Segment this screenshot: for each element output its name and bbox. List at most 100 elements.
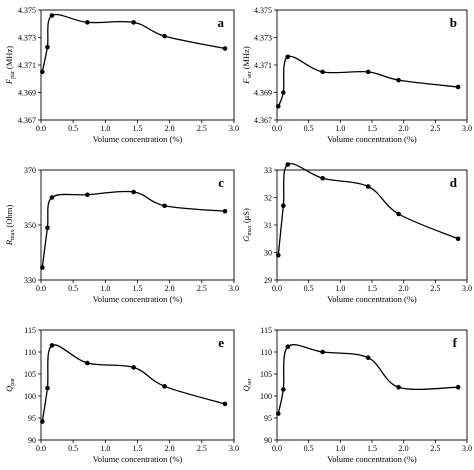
y-tick-label: 30: [264, 249, 272, 258]
y-axis-title: Qpar: [4, 378, 16, 392]
series-line: [41, 344, 226, 422]
data-point: [275, 252, 281, 258]
x-tick-label: 1.5: [367, 284, 377, 293]
data-point: [281, 90, 286, 95]
x-axis-title: Volume concentration (%): [327, 134, 417, 144]
y-axis-subscript: par: [10, 378, 16, 386]
x-tick-label: 2.0: [165, 444, 175, 453]
data-point: [281, 203, 286, 209]
x-tick-label: 2.5: [197, 444, 207, 453]
chart-panel-d: 0.0 0.5 1.0 1.5 2.0 2.5 3.0 29 30 31 32 33 Volume co…: [241, 162, 472, 304]
x-axis-title: Volume concentration (%): [93, 454, 183, 464]
x-tick-label: 1.5: [133, 444, 143, 453]
data-point: [320, 349, 325, 355]
y-axis-symbol: R: [4, 239, 14, 246]
x-tick-label: 1.5: [133, 124, 143, 133]
y-tick-label: 110: [260, 348, 272, 357]
y-tick-label: 4.371: [254, 61, 272, 70]
panel-label: e: [218, 335, 224, 350]
panel-label: b: [450, 15, 457, 30]
y-axis-symbol: Q: [241, 385, 251, 391]
x-tick-label: 0.0: [36, 124, 46, 133]
y-axis-title: Fpar (MHz): [4, 46, 16, 85]
y-axis-title: Gmax (μS): [241, 208, 253, 242]
y-axis-unit: (MHz): [4, 46, 14, 71]
data-point: [39, 265, 45, 270]
y-tick-label: 330: [24, 276, 36, 285]
x-tick-label: 1.5: [367, 444, 377, 453]
x-tick-label: 0.0: [36, 284, 46, 293]
x-tick-label: 0.5: [304, 284, 314, 293]
y-tick-label: 110: [24, 348, 36, 357]
y-tick-label: 115: [260, 326, 272, 335]
x-tick-label: 3.0: [462, 444, 472, 453]
x-tick-label: 3.0: [229, 284, 239, 293]
x-tick-label: 0.5: [68, 444, 78, 453]
x-tick-label: 2.0: [165, 284, 175, 293]
data-point: [275, 411, 281, 416]
series-line: [277, 162, 459, 256]
data-point: [131, 365, 136, 370]
panel-label: d: [450, 175, 458, 190]
data-point: [49, 13, 55, 18]
x-tick-label: 3.0: [229, 444, 239, 453]
y-tick-label: 4.375: [254, 6, 272, 15]
data-point: [396, 384, 401, 390]
data-point: [320, 69, 325, 75]
y-tick-label: 100: [24, 392, 36, 401]
x-axis-title: Volume concentration (%): [93, 134, 183, 144]
y-tick-label: 4.369: [18, 89, 36, 98]
y-tick-label: 4.375: [18, 6, 36, 15]
y-tick-label: 350: [24, 221, 36, 230]
data-point: [275, 103, 281, 109]
y-tick-label: 95: [264, 414, 272, 423]
y-axis-unit: (μS): [241, 208, 251, 225]
data-point: [396, 77, 401, 83]
y-axis-unit: (Ohm): [4, 205, 14, 230]
y-tick-label: 32: [264, 194, 272, 203]
x-tick-label: 2.0: [399, 284, 409, 293]
x-tick-label: 0.5: [68, 284, 78, 293]
y-tick-label: 29: [264, 276, 272, 285]
data-point: [162, 33, 167, 39]
y-axis-unit: (MHz): [241, 46, 251, 71]
x-axis-title: Volume concentration (%): [327, 454, 417, 464]
x-tick-label: 1.5: [367, 124, 377, 133]
data-point: [45, 385, 50, 391]
data-point: [85, 20, 90, 25]
x-axis-title: Volume concentration (%): [327, 294, 417, 304]
panel-label: a: [218, 15, 225, 30]
x-tick-label: 2.5: [430, 124, 440, 133]
x-tick-label: 2.5: [430, 444, 440, 453]
y-tick-label: 100: [260, 392, 272, 401]
y-axis-title: Rmax (Ohm): [4, 205, 16, 247]
data-point: [455, 236, 461, 242]
plot-frame: [276, 9, 468, 121]
chart-panel-b: 0.0 0.5 1.0 1.5 2.0 2.5 3.0 4.367 4.369 4.371 4.37…: [241, 6, 472, 144]
x-tick-label: 1.0: [100, 284, 110, 293]
data-point: [162, 384, 167, 389]
plot-frame: [276, 329, 468, 441]
x-tick-label: 1.5: [133, 284, 143, 293]
x-tick-label: 2.0: [399, 444, 409, 453]
x-tick-label: 2.0: [165, 124, 175, 133]
chart-panel-f: 0.0 0.5 1.0 1.5 2.0 2.5 3.0 90 95 100 105 110 115 Vol…: [241, 326, 472, 464]
y-axis-title: Fser (MHz): [241, 46, 253, 85]
y-tick-label: 90: [28, 436, 36, 445]
y-axis-symbol: F: [4, 78, 14, 85]
series-line: [277, 344, 459, 414]
y-tick-label: 31: [264, 221, 272, 230]
data-point: [39, 69, 45, 75]
data-point: [85, 360, 90, 366]
x-tick-label: 3.0: [462, 124, 472, 133]
y-tick-label: 4.367: [18, 116, 36, 125]
data-point: [85, 192, 90, 198]
y-tick-label: 4.369: [254, 89, 272, 98]
y-axis-subscript: ser: [247, 72, 253, 79]
series-line: [41, 190, 226, 268]
data-point: [222, 208, 228, 214]
data-point: [320, 175, 325, 181]
x-tick-label: 1.0: [335, 444, 345, 453]
data-point: [222, 46, 228, 51]
